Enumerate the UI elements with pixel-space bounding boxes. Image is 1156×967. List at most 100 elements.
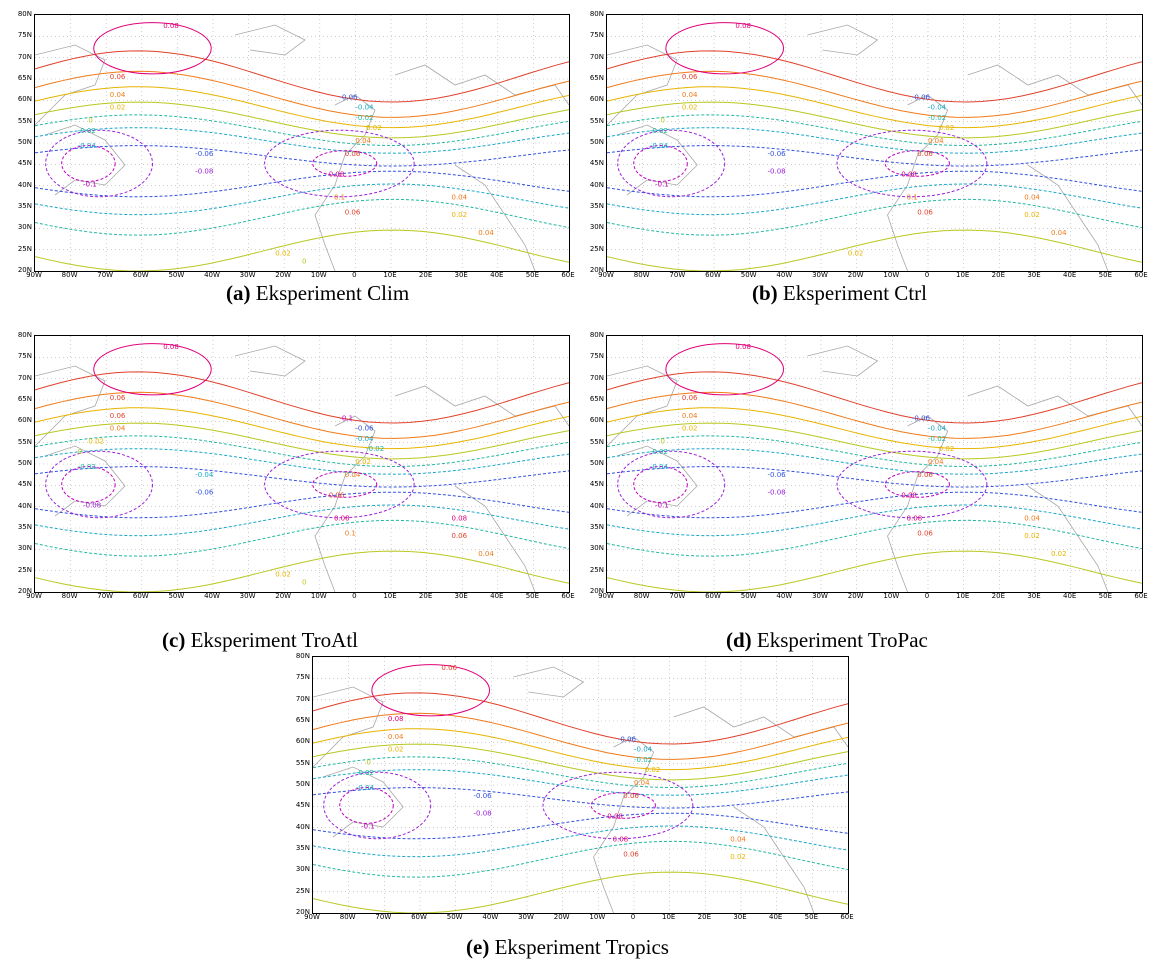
contour-label: 0.02 xyxy=(275,250,291,258)
contour-label: 0.04 xyxy=(1024,193,1040,201)
lon-tick-label: 80W xyxy=(633,592,650,600)
contour-label: -0.1 xyxy=(83,181,97,189)
contour-label: 0.1 xyxy=(334,193,345,201)
lat-tick-label: 30N xyxy=(17,544,32,553)
contour-label: 0.02 xyxy=(275,571,291,579)
lon-tick-label: 10W xyxy=(310,592,327,600)
lon-tick-label: 50W xyxy=(446,913,463,921)
caption-title: Eksperiment Ctrl xyxy=(782,281,927,305)
caption-b: (b) Eksperiment Ctrl xyxy=(752,281,927,306)
lon-tick-label: 20W xyxy=(847,271,864,279)
contour-label: 0 xyxy=(661,438,665,446)
lat-tick-label: 35N xyxy=(589,202,604,210)
lat-tick-label: 75N xyxy=(295,673,310,682)
contour-label: 0 xyxy=(661,117,665,125)
lat-tick-label: 75N xyxy=(589,352,604,361)
lat-tick-label: 80N xyxy=(589,10,604,18)
contour-label: -0.02 xyxy=(928,114,946,122)
contour-label: -0.06 xyxy=(912,94,931,102)
lat-tick-label: 35N xyxy=(589,523,604,531)
lat-tick-label: 40N xyxy=(17,501,32,510)
contour-label: -0.1 xyxy=(339,415,353,423)
contour-label: 0.04 xyxy=(634,779,650,787)
contour-label: -0.04 xyxy=(78,142,97,150)
lon-tick-label: 20E xyxy=(991,592,1005,600)
contour-line xyxy=(35,422,569,460)
lon-tick-label: 20E xyxy=(991,271,1005,279)
lon-tick-label: 50W xyxy=(168,592,185,600)
contour-line xyxy=(35,170,569,198)
lon-tick-label: 40W xyxy=(776,592,793,600)
coastline xyxy=(313,686,384,768)
contour-line xyxy=(313,728,848,771)
lon-tick-label: 0 xyxy=(630,913,636,921)
contour-label: 0.08 xyxy=(334,514,350,522)
lat-tick-label: 75N xyxy=(17,352,32,361)
contour-line xyxy=(35,371,569,424)
lon-tick-label: 70W xyxy=(669,271,686,279)
coastline xyxy=(733,806,815,913)
contour-label: -0.08 xyxy=(768,489,786,497)
contour-label: 0.06 xyxy=(110,394,126,402)
caption-tag: (d) xyxy=(726,628,752,652)
contour-label: 0.08 xyxy=(163,343,179,351)
contour-label: -0.08 xyxy=(83,502,101,510)
contour-line xyxy=(313,787,848,809)
contour-line xyxy=(607,183,1142,216)
lon-tick-label: 50W xyxy=(740,592,757,600)
contour-label: 0.04 xyxy=(730,835,746,843)
contour-label: 0.08 xyxy=(607,812,623,820)
contour-closed xyxy=(93,343,212,396)
caption-d: (d) Eksperiment TroPac xyxy=(726,628,928,653)
lat-tick-label: 20N xyxy=(589,587,604,595)
contour-label: 0 xyxy=(78,448,82,456)
contour-label: 0.04 xyxy=(110,425,126,433)
contour-label: 0.1 xyxy=(907,193,918,201)
lat-tick-label: 65N xyxy=(589,74,604,82)
coastline xyxy=(234,345,306,377)
coastline xyxy=(234,24,306,56)
lon-tick-label: 20E xyxy=(697,913,711,921)
lat-tick-label: 55N xyxy=(17,437,32,446)
contour-closed xyxy=(93,22,212,75)
contour-label: -0.02 xyxy=(366,445,384,453)
contour-label: -0.08 xyxy=(195,168,213,176)
contour-closed xyxy=(339,787,394,824)
contour-label: -0.06 xyxy=(355,425,374,433)
contour-label: 0.02 xyxy=(110,104,126,112)
contour-label: 0.08 xyxy=(388,715,404,723)
lon-tick-label: 50E xyxy=(525,271,540,279)
lon-tick-label: 30E xyxy=(733,913,747,921)
lat-tick-label: 45N xyxy=(17,480,32,489)
contour-label: -0.02 xyxy=(634,756,652,764)
caption-tag: (b) xyxy=(752,281,778,305)
lon-tick-label: 30W xyxy=(518,913,534,921)
contour-label: 0.06 xyxy=(110,412,126,420)
contour-label: -0.06 xyxy=(912,415,931,423)
contour-label: -0.08 xyxy=(474,810,492,818)
lat-tick-label: 75N xyxy=(17,31,32,40)
contour-line xyxy=(607,435,1142,468)
contour-line xyxy=(313,756,848,789)
contour-line xyxy=(35,198,569,236)
lon-tick-label: 60W xyxy=(132,271,149,279)
lon-tick-label: 60W xyxy=(705,271,721,279)
contour-line xyxy=(35,50,569,103)
contour-line xyxy=(607,466,1142,488)
contour-line xyxy=(607,407,1142,450)
contour-closed xyxy=(884,471,950,498)
lat-tick-label: 80N xyxy=(589,331,604,339)
contour-label: 0.06 xyxy=(917,150,933,158)
contour-label: 0.08 xyxy=(907,514,923,522)
contour-closed xyxy=(61,145,116,182)
contour-closed xyxy=(312,471,378,498)
contour-label: 0.04 xyxy=(478,550,494,558)
contour-label: 0.02 xyxy=(355,458,371,466)
lon-tick-label: 50E xyxy=(1098,592,1112,600)
coastline xyxy=(1027,164,1109,271)
lat-tick-label: 70N xyxy=(589,373,604,382)
contour-label: 0.04 xyxy=(682,412,698,420)
lat-tick-label: 20N xyxy=(589,266,604,274)
lon-tick-label: 90W xyxy=(598,271,614,279)
lon-tick-label: 30W xyxy=(239,271,256,279)
